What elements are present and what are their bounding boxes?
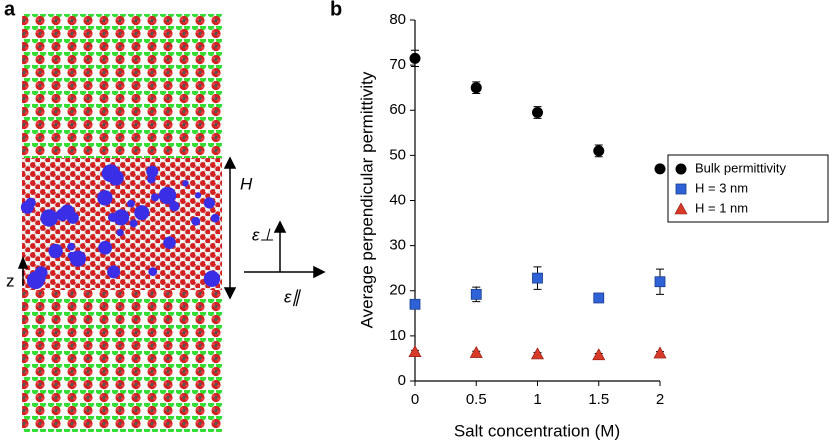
legend-marker (675, 183, 687, 195)
x-tick-label: 0 (411, 391, 419, 408)
point (532, 107, 543, 119)
panel-label: b (330, 0, 342, 20)
ion (127, 199, 135, 208)
point (470, 82, 482, 94)
ion (113, 209, 130, 226)
ion (182, 180, 189, 187)
ion (210, 213, 220, 223)
point (653, 346, 667, 359)
ion (148, 267, 158, 276)
y-tick-label: 50 (389, 146, 406, 163)
ion (158, 186, 177, 205)
ion (69, 250, 87, 267)
point (593, 145, 605, 157)
panel-b: b Salt concentration (M) Average perpend… (330, 0, 829, 440)
ion (98, 240, 113, 255)
y-tick-label: 40 (389, 191, 406, 208)
panel-label: a (4, 0, 16, 20)
ion (146, 174, 156, 184)
perp-label: ε⊥ (252, 225, 274, 244)
legend-label: Bulk permittivity (695, 160, 787, 175)
ion (67, 242, 76, 251)
ion (191, 216, 201, 226)
y-axis-label: Average perpendicular permittivity (357, 71, 376, 328)
y-tick-label: 0 (398, 372, 406, 389)
ion (48, 243, 63, 259)
point (469, 345, 483, 358)
ion (20, 200, 34, 214)
z-label: z (6, 271, 15, 290)
ion (60, 204, 75, 219)
panel-a: a H ε⊥ ε∥ z (4, 0, 326, 432)
ions (20, 164, 221, 290)
ion (108, 170, 124, 186)
legend-box (667, 154, 829, 223)
top-wall (22, 14, 222, 160)
legend-marker (674, 202, 688, 215)
y-tick-label: 80 (389, 11, 406, 28)
ion (194, 192, 202, 199)
height-label: H (240, 174, 253, 193)
y-tick-label: 70 (389, 56, 406, 73)
ion (116, 228, 124, 237)
point (532, 272, 543, 284)
bottom-wall (22, 290, 222, 432)
point (593, 292, 605, 304)
x-tick-label: 1 (533, 391, 541, 408)
ion (169, 201, 180, 212)
legend-label: H = 1 nm (695, 200, 748, 215)
point (530, 347, 545, 360)
y-tick-label: 10 (389, 327, 406, 344)
ion (129, 219, 138, 228)
ion (97, 190, 113, 206)
point (409, 52, 421, 64)
y-tick-label: 30 (389, 237, 406, 254)
point (654, 276, 666, 288)
point (409, 298, 421, 310)
point (470, 288, 482, 300)
legend-marker (675, 163, 687, 175)
point (654, 163, 666, 175)
ion (203, 197, 216, 209)
ion (107, 265, 121, 279)
x-tick-label: 2 (656, 391, 664, 408)
par-label: ε∥ (284, 287, 301, 306)
x-axis-label: Salt concentration (M) (454, 421, 620, 440)
ion (163, 236, 176, 250)
point (408, 345, 422, 357)
y-tick-label: 20 (389, 282, 406, 299)
ion (36, 274, 46, 284)
x-tick-label: 0.5 (466, 391, 487, 408)
ion (146, 165, 159, 178)
x-tick-label: 1.5 (588, 391, 609, 408)
legend-label: H = 3 nm (695, 180, 748, 195)
ion (150, 193, 160, 202)
y-tick-label: 60 (389, 101, 406, 118)
point (592, 348, 606, 361)
ion (134, 205, 150, 221)
arrows (17, 156, 326, 300)
ion (40, 209, 58, 227)
ion (107, 212, 118, 222)
ion (203, 270, 221, 287)
